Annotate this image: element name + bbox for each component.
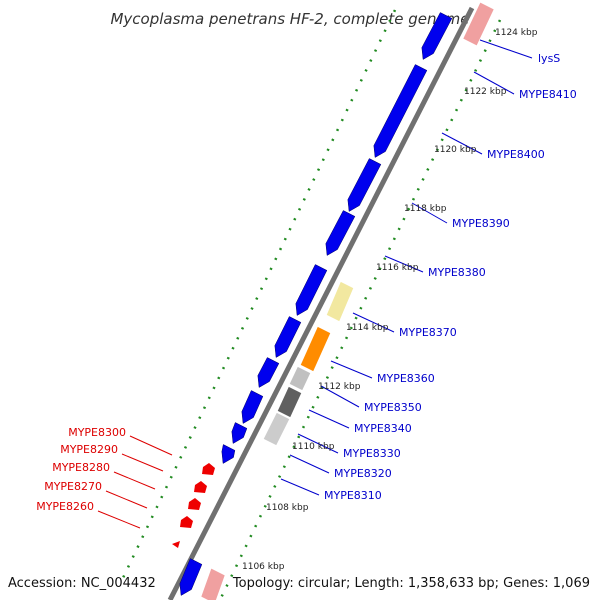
leader-line	[297, 433, 339, 454]
leader-line	[289, 454, 330, 474]
kbp-tick-label: 1120 kbp	[434, 145, 477, 155]
gene-labels: 1124 kbp 1122 kbp 1120 kbp 1118 kbp 1116 kbp…	[36, 28, 577, 572]
forward-gene-3	[347, 158, 382, 212]
kbp-tick-label: 1122 kbp	[464, 87, 507, 97]
gene-label[interactable]: MYPE8390	[452, 217, 510, 230]
reverse-gene-4	[180, 516, 193, 528]
gene-label[interactable]: MYPE8410	[519, 88, 577, 101]
gene-label[interactable]: MYPE8310	[324, 489, 382, 502]
kbp-tick-label: 1116 kbp	[376, 263, 419, 273]
gene-label[interactable]: MYPE8330	[343, 447, 401, 460]
leader-line	[441, 132, 483, 155]
trna-feature-lysS	[463, 2, 494, 46]
gene-label[interactable]: MYPE8340	[354, 422, 412, 435]
kbp-tick-label: 1112 kbp	[318, 382, 361, 392]
gene-label[interactable]: MYPE8280	[52, 461, 110, 474]
leader-line	[411, 202, 448, 224]
forward-gene-7	[257, 357, 280, 388]
gene-features	[172, 2, 494, 600]
topology-text: Topology: circular; Length: 1,358,633 bp…	[232, 576, 590, 591]
reverse-gene-5	[172, 541, 180, 548]
reverse-gene-1	[202, 463, 215, 475]
kbp-tick-label: 1114 kbp	[346, 323, 389, 333]
forward-gene-2	[373, 64, 428, 158]
leader-line	[320, 385, 360, 408]
gene-label[interactable]: MYPE8380	[428, 266, 486, 279]
reverse-gene-3	[188, 498, 201, 510]
leader-line	[280, 478, 320, 496]
light-gray-feature	[289, 366, 311, 391]
forward-gene-11	[179, 558, 203, 596]
leader-line	[479, 39, 533, 59]
leader-line	[121, 453, 164, 472]
accession-text: Accession: NC_004432	[8, 576, 156, 591]
gene-label[interactable]: MYPE8400	[487, 148, 545, 161]
pale-yellow-feature	[326, 281, 354, 322]
forward-gene-8	[241, 390, 264, 424]
gene-label[interactable]: MYPE8300	[68, 426, 126, 439]
forward-gene-1	[421, 12, 453, 60]
gc-dot-tracks	[120, 9, 502, 600]
trna-feature-bottom	[201, 568, 225, 600]
light-gray-feature-2	[263, 412, 290, 446]
gene-label[interactable]: MYPE8290	[60, 443, 118, 456]
leader-line	[113, 471, 156, 490]
map-title: Mycoplasma penetrans HF-2, complete geno…	[110, 10, 469, 28]
kbp-tick-label: 1108 kbp	[266, 503, 309, 513]
leader-line	[97, 510, 141, 529]
dark-gray-feature	[277, 386, 302, 418]
kbp-tick-label: 1124 kbp	[495, 28, 538, 38]
leader-line	[308, 409, 350, 429]
label-leaders	[97, 39, 533, 529]
leader-line	[330, 360, 373, 379]
reverse-gene-2	[194, 481, 207, 493]
inner-dot-track	[218, 19, 502, 600]
forward-gene-4	[325, 210, 356, 256]
kbp-tick-label: 1106 kbp	[242, 562, 285, 572]
gene-label[interactable]: MYPE8270	[44, 480, 102, 493]
leader-line	[352, 312, 395, 333]
kbp-tick-label: 1110 kbp	[292, 442, 335, 452]
leader-line	[129, 435, 173, 456]
genome-backbone	[167, 6, 475, 600]
gene-label[interactable]: MYPE8360	[377, 372, 435, 385]
gene-label[interactable]: MYPE8350	[364, 401, 422, 414]
gene-label[interactable]: MYPE8320	[334, 467, 392, 480]
leader-line	[384, 255, 424, 273]
forward-gene-6	[274, 316, 302, 358]
leader-line	[105, 490, 148, 509]
gene-label[interactable]: lysS	[538, 52, 560, 65]
forward-gene-10	[221, 444, 236, 464]
forward-gene-9	[231, 422, 248, 444]
gene-label[interactable]: MYPE8370	[399, 326, 457, 339]
leader-line	[473, 71, 515, 95]
orange-feature	[300, 326, 331, 372]
kbp-tick-label: 1118 kbp	[404, 204, 447, 214]
gene-label[interactable]: MYPE8260	[36, 500, 94, 513]
forward-gene-5	[295, 264, 328, 316]
